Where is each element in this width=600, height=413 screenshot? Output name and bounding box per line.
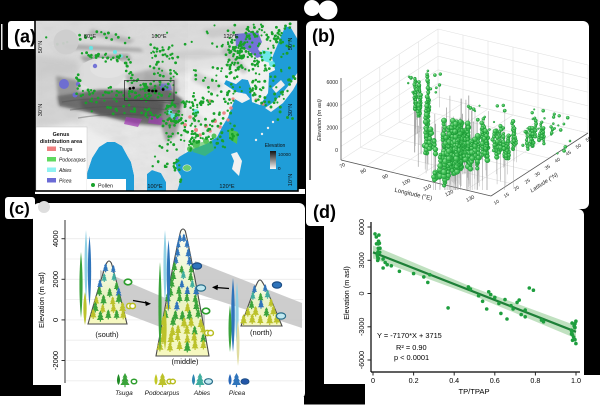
svg-text:Abies: Abies	[58, 168, 72, 174]
svg-text:50: 50	[575, 143, 583, 151]
svg-text:120°E: 120°E	[223, 34, 239, 40]
svg-text:p < 0.0001: p < 0.0001	[394, 353, 429, 362]
svg-text:30: 30	[534, 171, 542, 179]
svg-text:Tsuga: Tsuga	[115, 390, 133, 397]
svg-text:(d): (d)	[313, 202, 336, 222]
svg-text:Elevation (m asl): Elevation (m asl)	[317, 99, 323, 141]
svg-text:0.4: 0.4	[449, 376, 459, 385]
svg-text:25: 25	[524, 178, 532, 186]
svg-text:100°E: 100°E	[147, 184, 163, 190]
svg-text:0.6: 0.6	[490, 376, 500, 385]
svg-text:110: 110	[422, 183, 432, 192]
svg-text:1.0: 1.0	[571, 376, 581, 385]
svg-text:Podocarpus: Podocarpus	[59, 158, 86, 164]
svg-text:6000: 6000	[357, 219, 366, 235]
svg-text:30°N: 30°N	[38, 104, 44, 117]
svg-text:0: 0	[51, 318, 60, 322]
svg-text:20: 20	[513, 185, 521, 193]
svg-text:(a): (a)	[14, 27, 36, 47]
svg-text:80°E: 80°E	[84, 34, 96, 40]
svg-text:2000: 2000	[326, 125, 338, 131]
svg-text:80: 80	[360, 168, 368, 176]
svg-text:Pollen: Pollen	[98, 184, 113, 190]
svg-text:TP/TPAP: TP/TPAP	[458, 387, 489, 396]
svg-text:Picea: Picea	[59, 179, 72, 185]
svg-text:Picea: Picea	[229, 390, 246, 397]
svg-text:50°N: 50°N	[288, 38, 294, 51]
svg-text:-6000: -6000	[357, 351, 366, 369]
svg-text:Tsuga: Tsuga	[59, 147, 73, 153]
svg-text:0: 0	[371, 376, 375, 385]
svg-text:130: 130	[465, 194, 476, 203]
svg-text:4000: 4000	[326, 103, 338, 109]
svg-text:Podocarpus: Podocarpus	[145, 390, 180, 397]
svg-text:3000: 3000	[357, 252, 366, 268]
svg-text:(north): (north)	[250, 328, 273, 337]
svg-text:0: 0	[278, 166, 281, 171]
svg-text:0.8: 0.8	[530, 376, 540, 385]
svg-text:10: 10	[493, 199, 501, 207]
svg-text:55: 55	[585, 136, 593, 144]
svg-text:30°N: 30°N	[288, 104, 294, 117]
svg-text:4000: 4000	[51, 230, 60, 247]
svg-text:Elevation (m asl): Elevation (m asl)	[37, 272, 46, 328]
svg-text:(south): (south)	[95, 330, 119, 339]
svg-text:40: 40	[554, 157, 562, 165]
svg-text:Genus: Genus	[53, 132, 70, 138]
svg-text:90: 90	[382, 173, 390, 181]
svg-text:-2000: -2000	[51, 351, 60, 370]
svg-text:(b): (b)	[312, 26, 335, 46]
svg-text:(c): (c)	[9, 199, 30, 218]
svg-text:-3000: -3000	[357, 318, 366, 336]
svg-text:6000: 6000	[326, 80, 338, 86]
svg-text:120°E: 120°E	[219, 184, 235, 190]
svg-text:15: 15	[503, 192, 511, 200]
svg-text:0.2: 0.2	[409, 376, 419, 385]
svg-text:Elevation (m asl): Elevation (m asl)	[342, 266, 351, 320]
svg-text:distribution area: distribution area	[40, 139, 83, 145]
svg-text:Elevation: Elevation	[265, 143, 286, 149]
svg-text:120: 120	[444, 189, 455, 198]
svg-text:0: 0	[357, 292, 366, 296]
svg-text:45: 45	[565, 150, 573, 158]
svg-text:0: 0	[335, 148, 338, 154]
svg-text:2000: 2000	[51, 271, 60, 288]
svg-text:R² = 0.90: R² = 0.90	[396, 343, 427, 352]
svg-text:Y = -7170*X + 3715: Y = -7170*X + 3715	[377, 331, 442, 340]
svg-text:100: 100	[401, 178, 412, 187]
svg-text:70: 70	[339, 162, 347, 170]
svg-text:10°N: 10°N	[288, 174, 294, 187]
svg-text:35: 35	[544, 164, 552, 172]
svg-text:50°N: 50°N	[38, 41, 44, 54]
svg-text:10000: 10000	[278, 152, 291, 157]
svg-text:(middle): (middle)	[171, 357, 199, 366]
svg-text:100°E: 100°E	[151, 34, 167, 40]
svg-text:Abies: Abies	[193, 390, 211, 397]
